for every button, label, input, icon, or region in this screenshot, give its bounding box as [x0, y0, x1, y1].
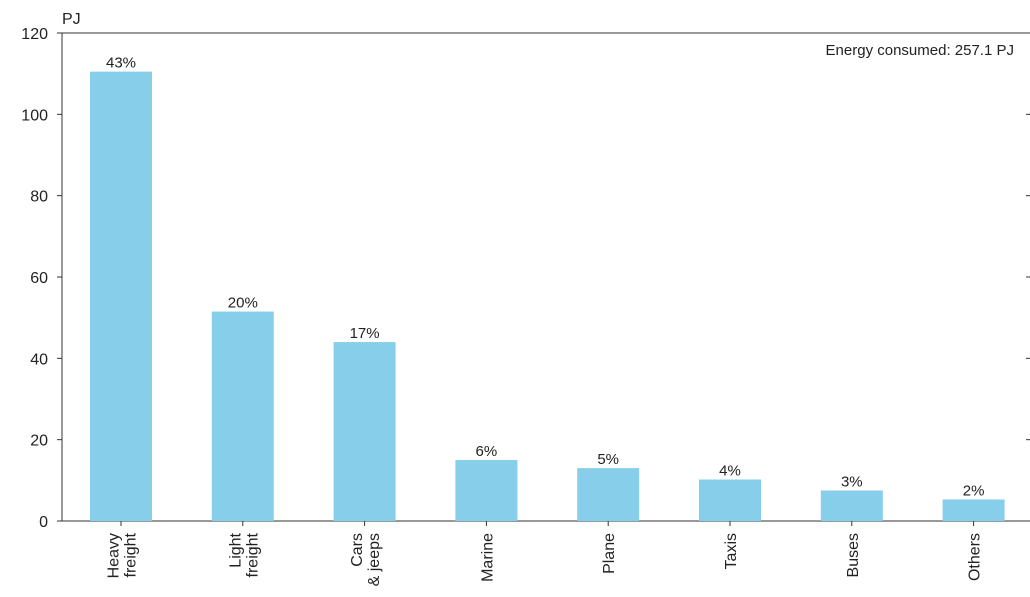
bars: [90, 71, 1005, 521]
category-label-7: Others: [967, 533, 984, 581]
data-label-1: 20%: [228, 295, 258, 312]
category-label-0: Heavy freight: [106, 532, 140, 578]
category-label-5-line-0: Taxis: [723, 533, 740, 569]
energy-consumed-annotation: Energy consumed: 257.1 PJ: [826, 42, 1014, 59]
category-label-0-line-0: Heavy: [106, 533, 123, 578]
y-tick-label-100: 100: [21, 107, 48, 124]
bar-4: [577, 468, 640, 521]
bar-6: [820, 490, 883, 521]
category-label-2-line-0: Cars: [349, 533, 366, 567]
bar-2: [333, 342, 396, 521]
category-label-5: Taxis: [723, 533, 740, 569]
y-tick-label-40: 40: [30, 351, 48, 368]
y-tick-label-80: 80: [30, 189, 48, 206]
category-label-1-line-1: freight: [244, 532, 261, 577]
y-tick-label-0: 0: [39, 514, 48, 531]
category-label-6: Buses: [845, 533, 862, 577]
data-label-4: 5%: [597, 451, 619, 468]
bar-5: [699, 479, 761, 521]
category-label-4: Plane: [601, 533, 618, 574]
data-label-6: 3%: [841, 474, 863, 491]
category-label-7-line-0: Others: [967, 533, 984, 581]
category-label-2-line-1: & jeeps: [366, 533, 383, 586]
y-tick-label-20: 20: [30, 433, 48, 450]
bar-1: [211, 311, 274, 521]
bar-0: [90, 71, 152, 521]
category-label-1: Light freight: [227, 532, 261, 577]
y-tick-label-60: 60: [30, 270, 48, 287]
data-label-3: 6%: [476, 443, 498, 460]
category-label-2: Cars & jeeps: [349, 533, 383, 586]
category-label-6-line-0: Buses: [845, 533, 862, 577]
bar-7: [942, 499, 1005, 521]
category-label-4-line-0: Plane: [601, 533, 618, 574]
data-label-7: 2%: [963, 482, 985, 499]
y-axis-unit-label: PJ: [62, 11, 81, 28]
category-label-0-line-1: freight: [123, 532, 140, 577]
data-label-0: 43%: [106, 55, 136, 72]
category-label-3-line-0: Marine: [479, 533, 496, 582]
category-label-3: Marine: [479, 533, 496, 582]
y-tick-label-120: 120: [21, 26, 48, 43]
data-label-5: 4%: [719, 463, 741, 480]
bar-3: [455, 460, 518, 521]
category-label-1-line-0: Light: [227, 532, 244, 567]
axes: 0 20 40 60 80 100 120: [21, 26, 1030, 531]
data-label-2: 17%: [350, 325, 380, 342]
